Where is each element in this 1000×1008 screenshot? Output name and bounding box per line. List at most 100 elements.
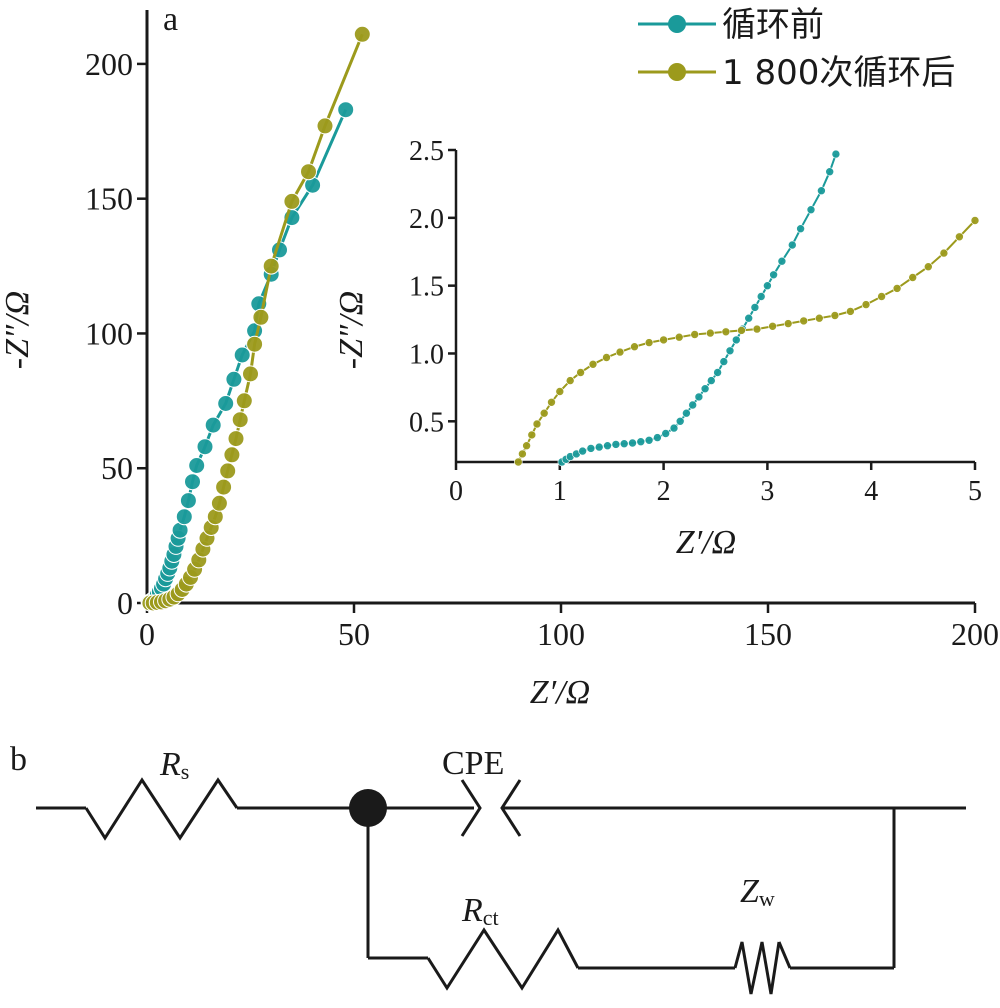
inset-point-before bbox=[769, 270, 778, 280]
inset-point-before bbox=[817, 186, 826, 195]
rct-label: Rct bbox=[461, 892, 499, 930]
main-point-after bbox=[246, 335, 264, 353]
inset-point-before bbox=[763, 281, 772, 291]
inset-point-after bbox=[737, 326, 746, 335]
inset-x-tick-label: 1 bbox=[553, 476, 567, 507]
inset-point-before bbox=[682, 408, 691, 418]
main-y-label: -Z″/Ω bbox=[0, 291, 36, 369]
inset-point-after bbox=[799, 316, 809, 326]
inset-point-before bbox=[744, 313, 754, 323]
inset-y-tick-label: 2.0 bbox=[409, 204, 444, 235]
inset-y-tick-label: 1.0 bbox=[409, 339, 444, 370]
warburg-element-zigzag bbox=[733, 941, 781, 995]
equivalent-circuit bbox=[36, 777, 966, 995]
resistor-rct bbox=[426, 926, 580, 991]
main-point-before bbox=[175, 508, 193, 526]
main-point-after bbox=[215, 478, 233, 496]
main-point-after bbox=[316, 117, 334, 135]
inset-point-after bbox=[970, 216, 980, 225]
inset-point-after bbox=[674, 332, 684, 342]
inset-y-label: -Z″/Ω bbox=[333, 291, 370, 369]
inset-point-after bbox=[518, 449, 527, 459]
rct-label-sub: ct bbox=[483, 905, 499, 930]
inset-point-after bbox=[721, 327, 731, 337]
legend-marker-after bbox=[668, 63, 686, 81]
inset-point-after bbox=[690, 330, 700, 339]
cpe-label: CPE bbox=[442, 745, 504, 782]
inset-point-after bbox=[555, 387, 565, 396]
inset-x-label: Z′/Ω bbox=[676, 524, 736, 561]
main-y-label-text: -Z″/Ω bbox=[0, 291, 36, 369]
warburg-symbol: Wo bbox=[745, 972, 791, 1008]
inset-point-before bbox=[725, 346, 735, 356]
inset-y-tick-label: 0.5 bbox=[409, 407, 444, 438]
inset-point-before bbox=[700, 384, 710, 394]
legend-marker-before bbox=[668, 15, 686, 33]
inset-point-after bbox=[892, 284, 902, 293]
main-x-label: Z′/Ω bbox=[530, 674, 590, 711]
inset-x-tick-label: 5 bbox=[968, 476, 982, 507]
inset-point-after bbox=[861, 300, 871, 309]
main-point-after bbox=[235, 392, 253, 410]
main-point-after bbox=[231, 411, 249, 429]
inset-point-after bbox=[615, 347, 625, 357]
inset-x-tick-label: 3 bbox=[760, 476, 774, 507]
main-point-before bbox=[204, 416, 222, 434]
inset-point-after bbox=[522, 441, 531, 451]
inset-point-before bbox=[661, 429, 671, 438]
inset-point-before bbox=[636, 437, 646, 447]
legend-label-before: 循环前 bbox=[722, 5, 824, 45]
main-x-tick-label: 50 bbox=[338, 616, 370, 652]
inset-point-after bbox=[539, 408, 549, 418]
inset-point-before bbox=[713, 368, 722, 377]
legend-item-after: 1 800次循环后 bbox=[638, 53, 955, 93]
inset-chart: 0 1 2 3 4 5 0.5 1.0 1.5 2.0 2.5 Z′/Ω -Z″/Ω bbox=[333, 136, 982, 561]
inset-point-after bbox=[752, 324, 762, 334]
inset-point-after bbox=[588, 359, 598, 369]
inset-point-before bbox=[831, 149, 841, 159]
inset-point-after bbox=[705, 328, 715, 338]
main-x-tick-label: 150 bbox=[744, 616, 792, 652]
panel-b-label: b bbox=[10, 741, 27, 778]
inset-point-before bbox=[777, 256, 787, 266]
inset-point-before bbox=[706, 376, 716, 385]
rct-label-main: R bbox=[461, 892, 483, 929]
inset-point-before bbox=[586, 444, 596, 453]
inset-point-before bbox=[578, 446, 587, 456]
inset-point-before bbox=[619, 439, 629, 449]
main-point-after bbox=[223, 446, 241, 464]
inset-y-tick-label: 1.5 bbox=[409, 272, 444, 303]
inset-point-after bbox=[877, 292, 886, 301]
inset-point-before bbox=[653, 433, 662, 442]
inset-x-tick-label: 0 bbox=[449, 476, 463, 507]
legend-label-after: 1 800次循环后 bbox=[722, 53, 955, 93]
inset-point-before bbox=[644, 435, 654, 445]
zw-label: Zw bbox=[740, 873, 775, 911]
inset-point-before bbox=[628, 438, 637, 448]
inset-point-before bbox=[787, 240, 797, 250]
resistor-rs bbox=[84, 777, 239, 841]
inset-point-before bbox=[750, 303, 760, 312]
main-point-after bbox=[252, 308, 270, 326]
inset-background bbox=[456, 150, 976, 462]
inset-point-after bbox=[846, 307, 855, 316]
circuit-node bbox=[349, 789, 387, 827]
main-point-before bbox=[337, 101, 355, 119]
main-point-after bbox=[227, 430, 245, 448]
inset-point-after bbox=[923, 262, 933, 272]
main-x-label-text: Z′/Ω bbox=[530, 674, 590, 711]
inset-point-before bbox=[675, 416, 685, 426]
inset-point-before bbox=[694, 392, 704, 402]
inset-point-after bbox=[783, 319, 793, 328]
cpe-plate-left bbox=[460, 779, 482, 837]
warburg-lead bbox=[777, 941, 792, 969]
main-x-tick-label: 200 bbox=[951, 616, 999, 652]
panel-a-label: a bbox=[163, 1, 178, 38]
rs-label-main: R bbox=[159, 746, 181, 783]
main-point-before bbox=[196, 438, 214, 456]
inset-point-after bbox=[602, 353, 611, 362]
inset-point-after bbox=[830, 311, 840, 320]
inset-point-before bbox=[731, 335, 741, 345]
